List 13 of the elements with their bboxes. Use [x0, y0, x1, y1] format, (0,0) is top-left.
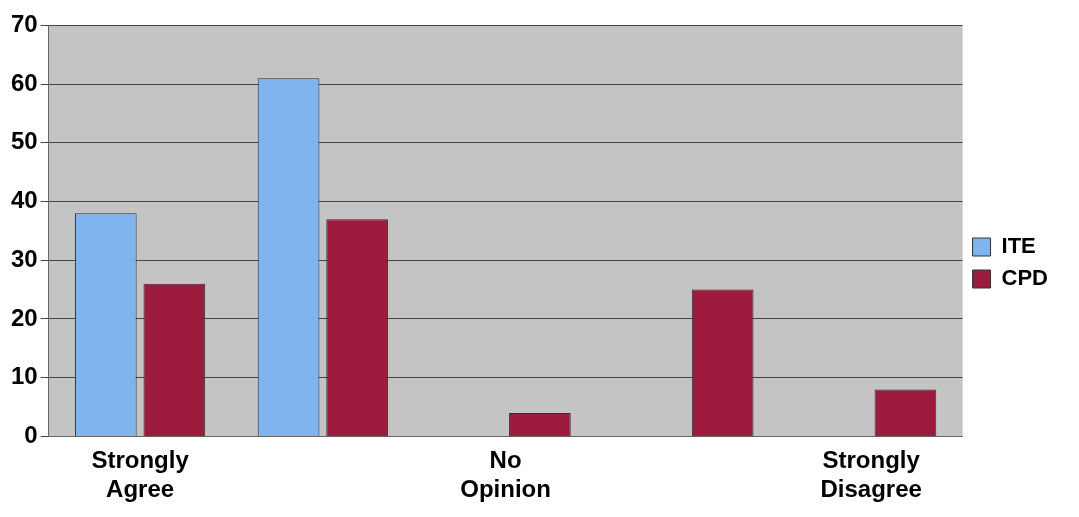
y-tick-label: 70: [10, 10, 38, 38]
y-tick-label: 10: [10, 362, 38, 390]
x-tick-label: Strongly Disagree: [820, 446, 922, 503]
y-tick-label: 40: [10, 186, 38, 214]
x-tick-label: No Opinion: [460, 446, 551, 503]
y-tick-label: 60: [10, 68, 38, 96]
y-tick-label: 30: [10, 244, 38, 272]
x-tick-label: Strongly Agree: [91, 446, 190, 503]
y-tick-label: 20: [10, 303, 38, 331]
y-tick-label: 50: [10, 127, 38, 155]
y-tick-label: 0: [24, 421, 38, 449]
legend-label: CPD: [1001, 265, 1048, 291]
legend-label: ITE: [1001, 233, 1036, 259]
